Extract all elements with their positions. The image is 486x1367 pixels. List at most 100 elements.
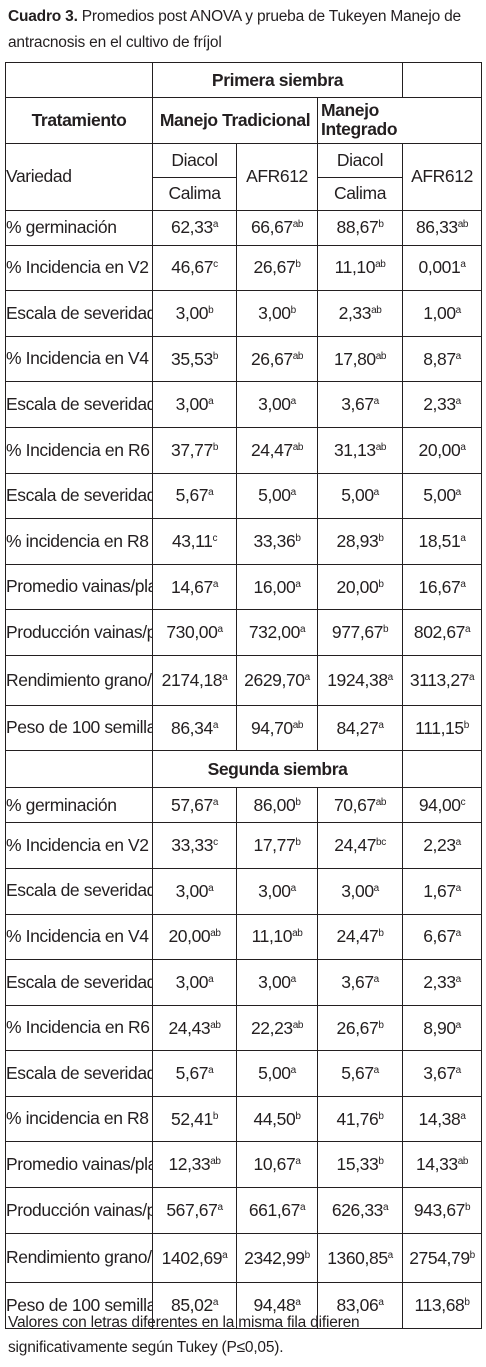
segunda-value-cell: 2342,99b <box>236 1232 318 1284</box>
significance-letter: a <box>455 487 462 499</box>
segunda-value-cell: 24,47b <box>316 913 404 961</box>
primera-value-cell: 62,33a <box>152 209 237 246</box>
table-row: % Incidencia en V2 46,67c 26,67b 11,10ab 0,0… <box>5 244 483 292</box>
cell-value: 86,33 <box>415 217 458 238</box>
cell-value: 5,00 <box>258 485 291 506</box>
significance-letter: b <box>469 1249 476 1261</box>
segunda-value-cell: 94,48a <box>236 1282 318 1330</box>
header-row-manejo: Tratamiento Manejo Tradicional Manejo In… <box>5 97 483 144</box>
segunda-value-cell: 3,00a <box>236 959 318 1006</box>
significance-letter: a <box>290 973 297 985</box>
table-row: % Incidencia en R6 24,43ab 22,23ab 26,67b 8,… <box>5 1004 483 1052</box>
row-label: Peso de 100 semillas (g) <box>5 1282 153 1330</box>
segunda-value-cell: 661,67a <box>236 1187 318 1234</box>
calima-header-2: Calima <box>316 176 404 211</box>
primera-value-cell: 84,27a <box>316 704 404 752</box>
cell-value: 2,23 <box>423 835 456 856</box>
primera-value-cell: 5,00a <box>316 472 404 520</box>
segunda-value-cell: 3,67a <box>316 959 404 1006</box>
significance-letter: b <box>212 1110 219 1122</box>
manejo-integrado-header: Manejo Integrado <box>316 97 483 144</box>
results-table: Primera siembra Tratamiento Manejo Tradi… <box>5 62 483 1330</box>
cell-value: 2629,70 <box>244 669 305 690</box>
primera-value-cell: 24,47ab <box>236 426 318 474</box>
primera-value-cell: 18,51a <box>402 518 483 565</box>
significance-letter: a <box>373 396 380 408</box>
cell-value: 18,51 <box>418 530 461 551</box>
cell-value: 3,00 <box>258 394 291 415</box>
significance-letter: a <box>455 882 462 894</box>
cell-value: 5,00 <box>258 1063 291 1084</box>
cell-value: 1402,69 <box>161 1247 223 1268</box>
significance-letter: a <box>455 396 462 408</box>
cell-value: 52,41 <box>171 1108 213 1129</box>
significance-letter: a <box>212 719 219 731</box>
cell-value: 24,47 <box>250 439 293 460</box>
segunda-value-cell: 57,67a <box>152 787 237 824</box>
segunda-value-cell: 11,10ab <box>236 913 318 961</box>
cell-value: 1,67 <box>423 880 456 901</box>
cell-value: 41,76 <box>336 1108 379 1129</box>
primera-value-cell: 86,33ab <box>402 209 483 246</box>
diacol-header-2: Diacol <box>316 142 404 178</box>
cell-value: 0,001 <box>418 257 461 278</box>
primera-value-cell: 28,93b <box>316 518 404 565</box>
table-row: Escala de severidad en R65,67a5,00a5,67a… <box>5 1050 483 1097</box>
cell-value: 86,34 <box>171 717 213 738</box>
cell-value: 3,00 <box>175 394 209 415</box>
cell-value: 3,00 <box>258 302 291 323</box>
primera-value-cell: 43,11c <box>152 518 237 565</box>
significance-letter: a <box>378 719 384 731</box>
significance-letter: b <box>464 1297 470 1309</box>
segunda-value-cell: 86,00b <box>236 787 318 824</box>
table-row: Peso de 100 semillas (g)86,34a94,70ab84,… <box>5 704 483 752</box>
significance-letter: a <box>222 1249 228 1261</box>
significance-letter: b <box>304 1249 311 1261</box>
cell-value: 26,67 <box>253 257 296 278</box>
table-row: % incidencia en R8 43,11c 33,36b 28,93b 18,5… <box>5 518 483 565</box>
significance-letter: a <box>460 532 466 544</box>
significance-letter: a <box>304 671 311 683</box>
row-label: Peso de 100 semillas (g) <box>5 704 153 752</box>
cell-value: 3,00 <box>175 971 209 992</box>
cell-value: 3,67 <box>423 1063 456 1084</box>
cell-value: 8,87 <box>423 348 456 369</box>
row-label: Producción vainas/parcela <box>5 1187 153 1234</box>
cell-value: 567,67 <box>166 1199 218 1220</box>
row-label: Promedio vainas/planta <box>5 563 153 611</box>
segunda-value-cell: 33,33c <box>152 822 237 869</box>
segunda-value-cell: 24,43ab <box>152 1004 237 1052</box>
cell-value: 3,00 <box>175 302 209 323</box>
significance-letter: b <box>295 796 301 808</box>
cell-value: 16,00 <box>253 576 296 597</box>
significance-letter: a <box>460 578 466 590</box>
primera-value-cell: 14,67a <box>152 563 237 611</box>
table-row: Peso de 100 semillas (g)85,02a94,48a83,0… <box>5 1282 483 1330</box>
manejo-integrado-line2: Integrado <box>321 119 398 140</box>
segunda-value-cell: 5,00a <box>236 1050 318 1097</box>
significance-letter: a <box>290 396 297 408</box>
cell-value: 12,33 <box>168 1154 211 1175</box>
significance-letter: b <box>378 219 384 231</box>
table-row: Rendimiento grano/parcela (g)2174,18a262… <box>5 654 483 706</box>
significance-letter: b <box>212 350 219 362</box>
cell-value: 94,00 <box>418 794 461 815</box>
segunda-value-cell: 15,33b <box>316 1141 404 1189</box>
significance-letter: b <box>465 1201 471 1213</box>
segunda-value-cell: 3,00a <box>152 959 237 1006</box>
table-row: % Incidencia en V4 35,53b 26,67ab 17,80ab 8,… <box>5 335 483 383</box>
segunda-value-cell: 17,77b <box>236 822 318 869</box>
table-row: Promedio vainas/planta14,67a16,00a20,00b… <box>5 563 483 611</box>
segunda-value-cell: 1402,69a <box>152 1232 237 1284</box>
segunda-value-cell: 3,67a <box>402 1050 483 1097</box>
header-blank-cell <box>5 62 153 98</box>
cell-value: 26,67 <box>250 348 293 369</box>
significance-letter: ab <box>371 304 382 316</box>
segunda-value-cell: 12,33ab <box>152 1141 237 1189</box>
manejo-tradicional-header: Manejo Tradicional <box>152 97 318 144</box>
table-row: Escala de severidad en V23,00b3,00b2,33a… <box>5 290 483 337</box>
cell-value: 94,70 <box>250 717 293 738</box>
row-label: % Incidencia en R6 <box>5 1004 153 1052</box>
significance-letter: a <box>290 487 297 499</box>
significance-letter: a <box>387 1249 394 1261</box>
